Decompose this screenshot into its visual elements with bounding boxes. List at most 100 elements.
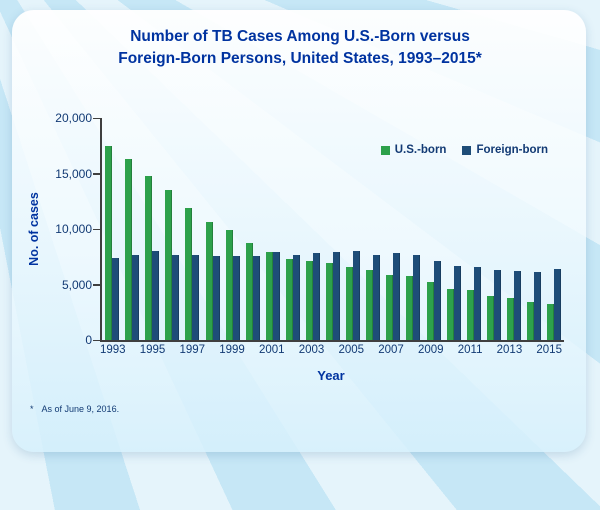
chart-title: Number of TB Cases Among U.S.-Born versu…	[0, 26, 600, 70]
x-tick-2013: 2013	[496, 344, 523, 356]
bar-group-2008	[403, 118, 423, 340]
x-tick-1995: 1995	[139, 344, 166, 356]
bar-group-2014	[524, 118, 544, 340]
bar-group-2010	[444, 118, 464, 340]
x-tick-2005: 2005	[338, 344, 365, 356]
legend-swatch-foreign-born	[462, 145, 472, 155]
bar-u-s-born-2011	[466, 290, 474, 340]
legend-label-foreign-born: Foreign-born	[476, 144, 548, 156]
bar-u-s-born-2004	[326, 263, 334, 340]
bar-u-s-born-1997	[185, 207, 193, 340]
x-tick-1999: 1999	[219, 344, 245, 356]
bar-u-s-born-2010	[446, 288, 454, 340]
bar-u-s-born-1996	[165, 190, 173, 340]
x-tick-2006	[364, 344, 378, 360]
x-tick-2004	[324, 344, 338, 360]
bar-group-2007	[383, 118, 403, 340]
bar-u-s-born-1995	[145, 175, 153, 340]
x-tick-2009: 2009	[418, 344, 444, 356]
bar-foreign-born-2009	[433, 261, 441, 340]
bar-foreign-born-1999	[232, 255, 240, 340]
bar-u-s-born-2009	[426, 282, 434, 340]
bar-group-2004	[323, 118, 343, 340]
bar-group-2009	[424, 118, 444, 340]
bar-group-2000	[243, 118, 263, 340]
x-tick-1996	[165, 344, 179, 360]
x-tick-1993: 1993	[100, 344, 126, 356]
bar-foreign-born-1996	[172, 254, 180, 340]
bar-group-2002	[283, 118, 303, 340]
x-tick-2012	[482, 344, 496, 360]
bar-foreign-born-2015	[554, 268, 562, 340]
bar-u-s-born-2015	[547, 304, 555, 340]
x-tick-row: 1993 1995 1997 1999 2001 2003 2005 2007 2009 2011…	[100, 344, 562, 360]
x-tick-2003: 2003	[298, 344, 325, 356]
bar-u-s-born-2002	[285, 258, 293, 340]
bar-foreign-born-2008	[413, 254, 421, 340]
x-tick-2014	[522, 344, 536, 360]
bar-foreign-born-2002	[292, 254, 300, 340]
bar-u-s-born-1994	[125, 159, 133, 340]
bar-u-s-born-1993	[105, 145, 113, 340]
x-tick-2001: 2001	[259, 344, 285, 356]
chart-title-line1: Number of TB Cases Among U.S.-Born versu…	[130, 28, 470, 45]
legend: U.S.-born Foreign-born	[380, 144, 548, 156]
x-tick-2011: 2011	[457, 344, 483, 356]
bar-group-2005	[343, 118, 363, 340]
bar-foreign-born-2010	[453, 265, 461, 340]
bar-u-s-born-2007	[386, 274, 394, 340]
bar-u-s-born-2006	[366, 270, 374, 340]
footnote-text: As of June 9, 2016.	[41, 404, 120, 414]
chart-title-line2: Foreign-Born Persons, United States, 199…	[118, 50, 482, 67]
bar-u-s-born-2014	[527, 302, 535, 340]
x-tick-2007: 2007	[378, 344, 404, 356]
x-tick-2000	[245, 344, 259, 360]
bars-area	[102, 118, 564, 340]
bar-foreign-born-2011	[473, 266, 481, 340]
bar-group-2003	[303, 118, 323, 340]
bar-group-2001	[263, 118, 283, 340]
legend-item-us-born: U.S.-born	[380, 144, 447, 156]
bar-foreign-born-2005	[353, 251, 361, 340]
bar-foreign-born-2004	[333, 252, 341, 340]
x-tick-1997: 1997	[179, 344, 206, 356]
bar-group-2013	[504, 118, 524, 340]
bar-foreign-born-2014	[534, 272, 542, 340]
bar-foreign-born-2006	[373, 254, 381, 340]
bar-foreign-born-2000	[252, 255, 260, 340]
footnote: * As of June 9, 2016.	[30, 404, 119, 414]
bar-foreign-born-1994	[132, 254, 140, 340]
bar-u-s-born-2013	[506, 297, 514, 340]
bar-foreign-born-2012	[493, 270, 501, 340]
bar-foreign-born-1998	[212, 255, 220, 340]
bar-foreign-born-1993	[112, 257, 120, 340]
bar-u-s-born-1999	[225, 230, 233, 340]
bar-u-s-born-2005	[346, 266, 354, 340]
y-axis-label: No. of cases	[27, 192, 41, 266]
legend-label-us-born: U.S.-born	[394, 144, 447, 156]
bar-foreign-born-1995	[152, 251, 160, 340]
bar-foreign-born-1997	[192, 254, 200, 340]
footnote-asterisk: *	[30, 404, 34, 414]
x-tick-2002	[285, 344, 299, 360]
bar-group-2012	[484, 118, 504, 340]
bar-u-s-born-2012	[486, 295, 494, 340]
bar-u-s-born-2003	[305, 261, 313, 340]
bar-foreign-born-2013	[513, 271, 521, 340]
bar-foreign-born-2007	[393, 253, 401, 340]
x-tick-2015: 2015	[536, 344, 562, 356]
legend-swatch-us-born	[380, 145, 390, 155]
bar-foreign-born-2003	[312, 253, 320, 340]
x-axis-label: Year	[317, 368, 345, 383]
bar-group-2015	[544, 118, 564, 340]
bar-u-s-born-2000	[245, 243, 253, 340]
bar-u-s-born-2008	[406, 275, 414, 340]
bar-u-s-born-2001	[265, 252, 273, 340]
plot-area: 0 5,000 10,000 15,000 20,000 U.S.-born Forei…	[55, 111, 564, 347]
bar-group-1996	[162, 118, 182, 340]
bar-foreign-born-2001	[272, 252, 280, 340]
x-tick-2010	[444, 344, 458, 360]
bar-group-1998	[202, 118, 222, 340]
x-tick-1994	[126, 344, 140, 360]
